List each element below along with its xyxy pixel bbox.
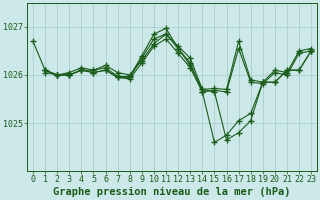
- X-axis label: Graphe pression niveau de la mer (hPa): Graphe pression niveau de la mer (hPa): [53, 187, 291, 197]
